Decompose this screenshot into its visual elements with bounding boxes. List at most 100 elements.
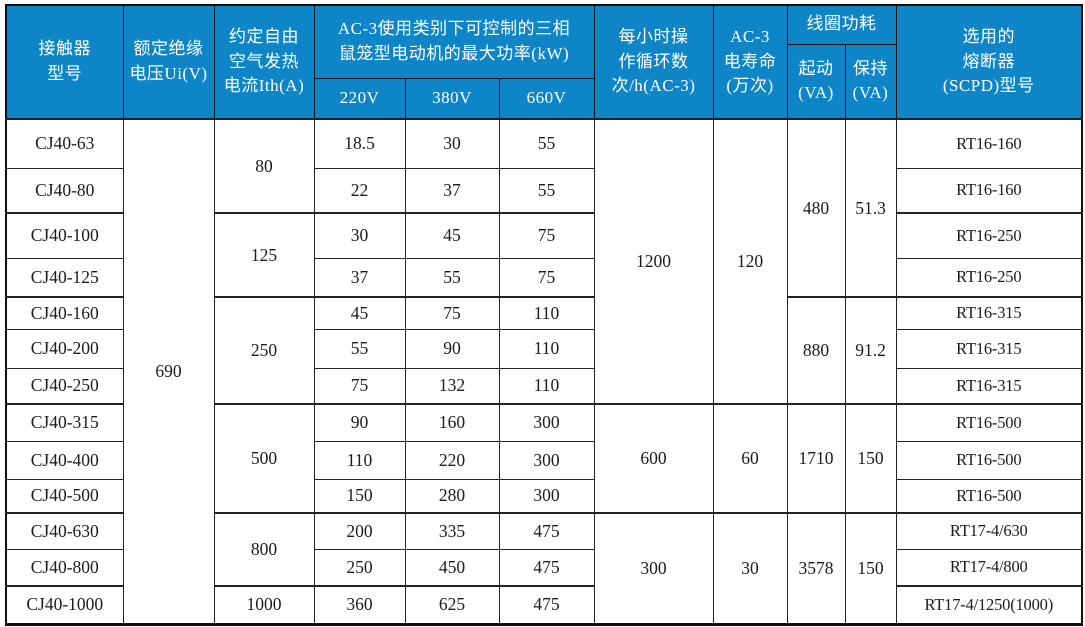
power-660-cell: 55 [498,118,595,169]
fuse-cell: RT16-315 [895,296,1083,330]
header-380v: 380V [404,77,500,120]
fuse-cell: RT17-4/630 [895,512,1083,550]
header-660v: 660V [498,77,595,120]
power-380-cell: 37 [404,167,500,214]
fuse-cell: RT16-160 [895,167,1083,214]
fuse-cell: RT16-250 [895,257,1083,298]
power-220-cell: 55 [313,328,406,369]
model-cell: CJ40-800 [5,548,124,587]
fuse-cell: RT16-500 [895,440,1083,480]
power-380-cell: 45 [404,212,500,259]
power-220-cell: 37 [313,257,406,298]
model-cell: CJ40-1000 [5,585,124,625]
power-380-cell: 335 [404,512,500,550]
fuse-cell: RT16-500 [895,403,1083,442]
header-ith-current: 约定自由 空气发热 电流Ith(A) [213,4,315,120]
power-380-cell: 625 [404,585,500,625]
life-cell: 120 [712,118,788,405]
table-body: CJ40-63 690 80 18.5 30 55 1200 120 480 5… [5,118,1083,625]
power-380-cell: 450 [404,548,500,587]
power-220-cell: 250 [313,548,406,587]
power-380-cell: 55 [404,257,500,298]
header-max-power: AC-3使用类别下可控制的三相 鼠笼型电动机的最大功率(kW) [313,4,595,79]
header-cycles-per-hour: 每小时操 作循环数 次/h(AC-3) [593,4,714,120]
table-row: CJ40-125 37 55 75 RT16-250 [5,257,1083,298]
table-row: CJ40-315 500 90 160 300 600 60 1710 150 … [5,403,1083,514]
ith-cell: 250 [213,296,315,405]
power-660-cell: 110 [498,367,595,405]
model-cell: CJ40-80 [5,167,124,214]
ith-cell: 80 [213,118,315,214]
table-row: CJ40-100 125 30 45 75 RT16-250 [5,212,1083,298]
power-220-cell: 18.5 [313,118,406,169]
power-660-cell: 110 [498,328,595,369]
model-cell: CJ40-250 [5,367,124,405]
fuse-cell: RT16-160 [895,118,1083,169]
cycles-cell: 300 [593,512,714,625]
power-220-cell: 22 [313,167,406,214]
power-660-cell: 475 [498,585,595,625]
power-380-cell: 30 [404,118,500,169]
coil-start-cell: 480 [786,118,846,298]
life-cell: 30 [712,512,788,625]
model-cell: CJ40-125 [5,257,124,298]
cycles-cell: 1200 [593,118,714,405]
table-row: CJ40-800 250 450 475 RT17-4/800 [5,548,1083,587]
power-220-cell: 200 [313,512,406,550]
model-cell: CJ40-100 [5,212,124,259]
table-row: CJ40-63 690 80 18.5 30 55 1200 120 480 5… [5,118,1083,625]
header-coil-start: 起动 (VA) [786,43,846,120]
ui-voltage-cell: 690 [122,118,215,625]
power-220-cell: 110 [313,440,406,480]
table-row: CJ40-80 22 37 55 RT16-160 [5,167,1083,214]
model-cell: CJ40-500 [5,478,124,514]
coil-start-cell: 880 [786,296,846,405]
power-380-cell: 90 [404,328,500,369]
fuse-cell: RT16-315 [895,328,1083,369]
fuse-cell: RT16-500 [895,478,1083,514]
model-cell: CJ40-315 [5,403,124,442]
table-row: CJ40-1000 1000 360 625 475 RT17-4/1250(1… [5,585,1083,625]
power-380-cell: 280 [404,478,500,514]
power-220-cell: 360 [313,585,406,625]
header-electrical-life: AC-3 电寿命 (万次) [712,4,788,120]
coil-hold-cell: 51.3 [844,118,897,298]
power-660-cell: 475 [498,512,595,550]
header-coil-hold: 保持 (VA) [844,43,897,120]
table-row: CJ40-500 150 280 300 RT16-500 [5,478,1083,514]
power-380-cell: 75 [404,296,500,330]
fuse-cell: RT16-250 [895,212,1083,259]
power-220-cell: 75 [313,367,406,405]
power-380-cell: 160 [404,403,500,442]
power-220-cell: 30 [313,212,406,259]
coil-hold-cell: 150 [844,512,897,625]
ith-cell: 1000 [213,585,315,625]
coil-hold-cell: 91.2 [844,296,897,405]
power-220-cell: 45 [313,296,406,330]
ith-cell: 500 [213,403,315,514]
header-coil-consumption: 线圈功耗 [786,4,897,45]
power-380-cell: 132 [404,367,500,405]
table-row: CJ40-160 250 45 75 110 880 91.2 RT16-315 [5,296,1083,405]
power-660-cell: 75 [498,257,595,298]
table-row: CJ40-200 55 90 110 RT16-315 [5,328,1083,369]
table-row: CJ40-400 110 220 300 RT16-500 [5,440,1083,480]
coil-start-cell: 1710 [786,403,846,514]
coil-start-cell: 3578 [786,512,846,625]
fuse-cell: RT17-4/1250(1000) [895,585,1083,625]
model-cell: CJ40-200 [5,328,124,369]
model-cell: CJ40-160 [5,296,124,330]
table-header: 接触器 型号 额定绝缘 电压Ui(V) 约定自由 空气发热 电流Ith(A) A… [5,4,1083,120]
ith-cell: 125 [213,212,315,298]
coil-hold-cell: 150 [844,403,897,514]
table-row: CJ40-250 75 132 110 RT16-315 [5,367,1083,405]
model-cell: CJ40-400 [5,440,124,480]
model-cell: CJ40-630 [5,512,124,550]
power-660-cell: 55 [498,167,595,214]
header-ui-voltage: 额定绝缘 电压Ui(V) [122,4,215,120]
power-660-cell: 110 [498,296,595,330]
power-660-cell: 300 [498,403,595,442]
power-660-cell: 475 [498,548,595,587]
life-cell: 60 [712,403,788,514]
power-660-cell: 300 [498,478,595,514]
